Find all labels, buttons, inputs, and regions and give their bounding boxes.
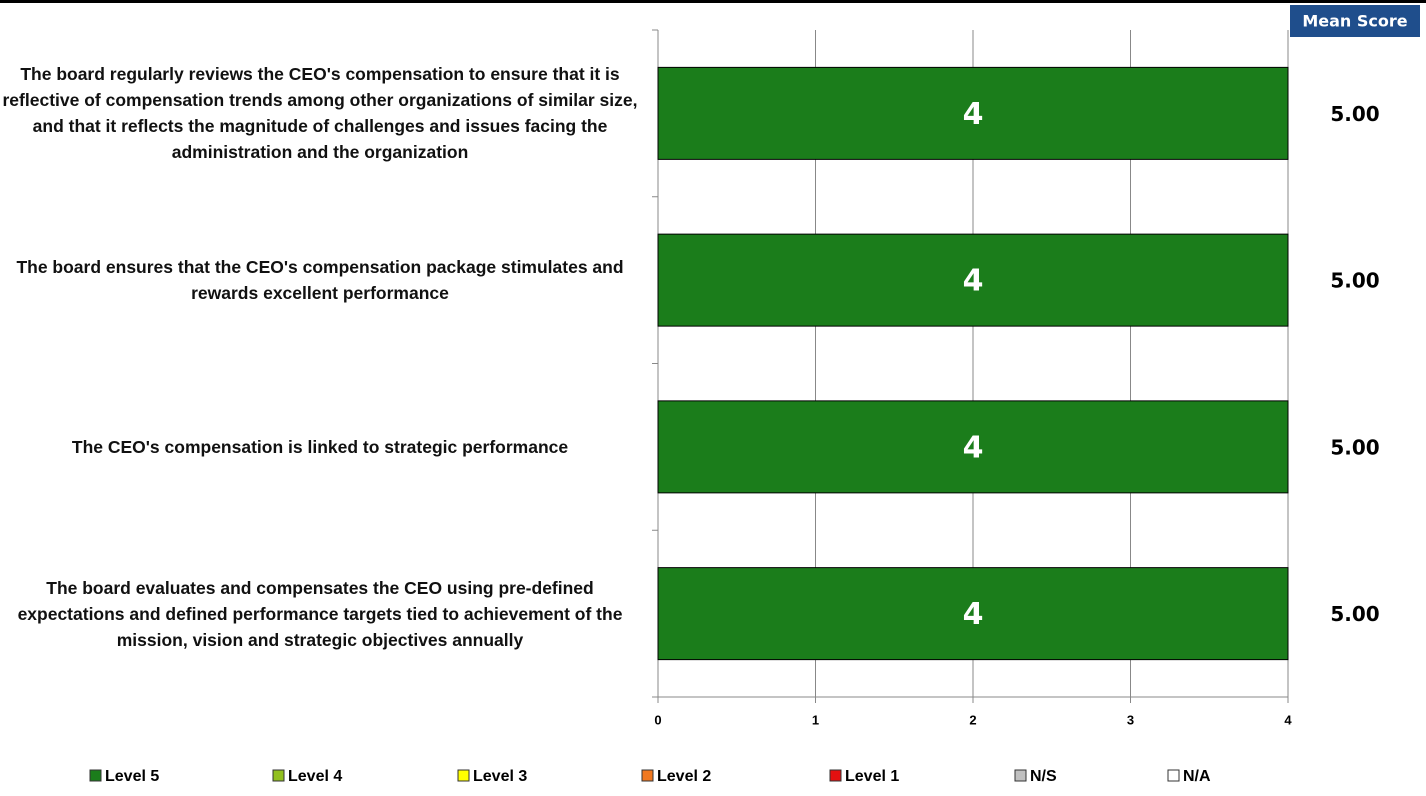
legend-label: Level 1 — [845, 768, 899, 785]
category-label: The board ensures that the CEO's compens… — [16, 257, 624, 304]
bar-value-label: 4 — [963, 264, 984, 299]
mean-score: 5.00 — [1330, 435, 1379, 459]
category-label: The CEO's compensation is linked to stra… — [71, 436, 569, 457]
legend-swatch — [1014, 769, 1027, 782]
legend-label: Level 5 — [105, 768, 159, 785]
category-label: The board evaluates and compensates the … — [17, 577, 623, 650]
legend-label: Level 3 — [473, 768, 527, 785]
x-tick-label: 0 — [654, 712, 661, 727]
x-tick-label: 2 — [969, 712, 976, 727]
legend-label: N/S — [1030, 768, 1057, 785]
x-tick-label: 3 — [1127, 712, 1134, 727]
top-border — [0, 0, 1426, 3]
legend-label: Level 2 — [657, 768, 711, 785]
mean-score: 5.00 — [1330, 269, 1379, 293]
mean-score: 5.00 — [1330, 102, 1379, 126]
bar-segment — [657, 567, 1289, 661]
legend-swatch — [1167, 769, 1180, 782]
category-label: The board regularly reviews the CEO's co… — [2, 64, 638, 163]
bar-value-label: 4 — [963, 97, 984, 132]
legend-swatch — [457, 769, 470, 782]
x-tick-label: 4 — [1284, 712, 1292, 727]
bar-segment — [657, 66, 1289, 160]
legend-label: N/A — [1183, 768, 1211, 785]
mean-score-header — [1290, 5, 1420, 37]
legend-label: Level 4 — [288, 768, 342, 785]
legend-swatch — [829, 769, 842, 782]
bar-segment — [657, 233, 1289, 327]
legend-swatch — [272, 769, 285, 782]
bar-value-label: 4 — [963, 430, 984, 465]
legend-swatch — [89, 769, 102, 782]
x-tick-label: 1 — [812, 712, 819, 727]
bar-value-label: 4 — [963, 597, 984, 632]
mean-score: 5.00 — [1330, 602, 1379, 626]
legend-swatch — [641, 769, 654, 782]
bar-segment — [657, 400, 1289, 494]
mean-score-title: Mean Score — [1302, 12, 1407, 31]
